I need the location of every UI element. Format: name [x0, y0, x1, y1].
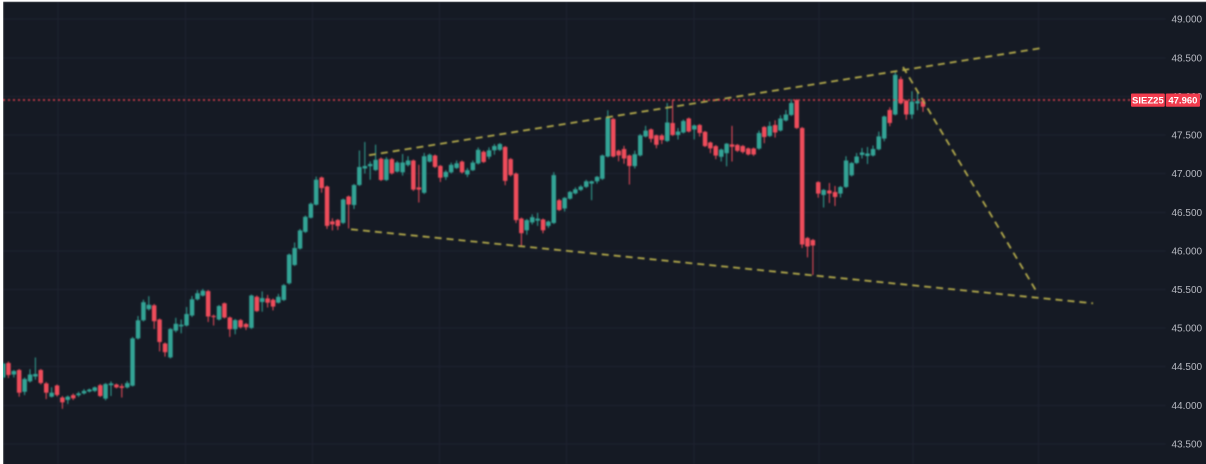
svg-text:48.500: 48.500 [1172, 53, 1203, 64]
svg-text:43.500: 43.500 [1172, 440, 1203, 451]
svg-text:49.000: 49.000 [1172, 15, 1203, 26]
svg-text:SIEZ25: SIEZ25 [1132, 96, 1164, 107]
svg-text:47.500: 47.500 [1172, 131, 1203, 142]
svg-text:45.500: 45.500 [1172, 285, 1203, 296]
svg-text:47.960: 47.960 [1168, 96, 1197, 107]
svg-text:44.000: 44.000 [1172, 401, 1203, 412]
svg-text:46.000: 46.000 [1172, 246, 1203, 257]
svg-text:46.500: 46.500 [1172, 208, 1203, 219]
svg-text:47.000: 47.000 [1172, 169, 1203, 180]
svg-text:45.000: 45.000 [1172, 324, 1203, 335]
svg-text:44.500: 44.500 [1172, 362, 1203, 373]
